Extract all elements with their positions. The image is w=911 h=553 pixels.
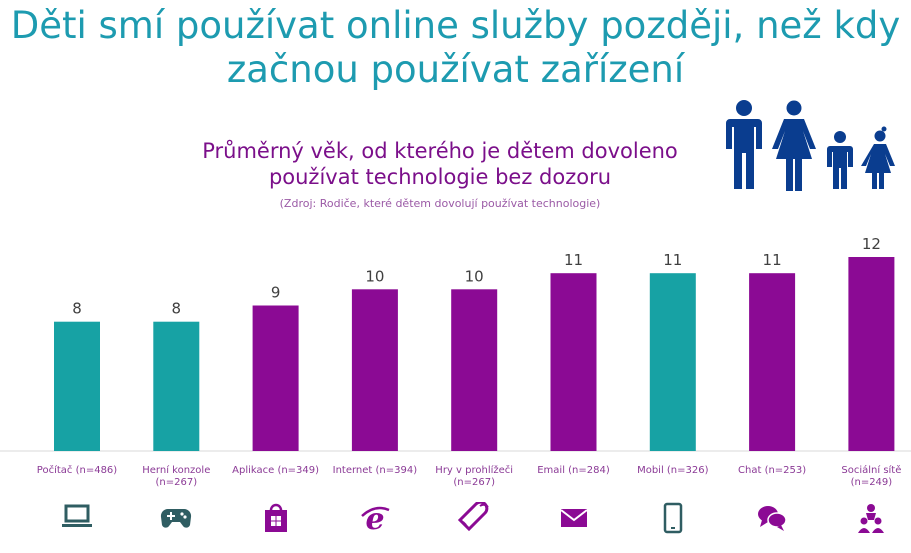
bar-9 bbox=[848, 257, 895, 451]
bar-5 bbox=[451, 289, 498, 451]
chart-title-line-2: používat technologie bez dozoru bbox=[268, 165, 612, 189]
svg-text:e: e bbox=[365, 502, 384, 534]
page-headline: Děti smí používat online služby později,… bbox=[0, 4, 911, 92]
headline-line-1: Děti smí používat online služby později,… bbox=[10, 4, 901, 47]
bar-value-label: 8 bbox=[172, 300, 182, 318]
internet-explorer-icon: e bbox=[361, 502, 390, 534]
bar-value-label: 11 bbox=[663, 251, 682, 269]
category-label: Mobil (n=326) bbox=[623, 465, 723, 477]
bar-2 bbox=[153, 321, 200, 451]
category-label-line: (n=249) bbox=[850, 477, 893, 488]
bar-value-label: 9 bbox=[271, 284, 281, 302]
category-label-line: Aplikace (n=349) bbox=[232, 465, 320, 476]
category-label: Chat (n=253) bbox=[722, 465, 822, 477]
category-label-line: (n=267) bbox=[453, 477, 495, 488]
mouse-icon bbox=[458, 502, 489, 532]
category-label: Herní konzole (n=267) bbox=[126, 465, 226, 489]
bar-value-label: 8 bbox=[72, 300, 82, 318]
category-label-line: Internet (n=394) bbox=[332, 465, 418, 476]
chart-source-note: (Zdroj: Rodiče, které dětem dovolují pou… bbox=[279, 197, 601, 210]
category-label: Sociální sítě (n=249) bbox=[821, 465, 911, 489]
category-label-line: Email (n=284) bbox=[537, 465, 610, 476]
category-label-line: Počítač (n=486) bbox=[36, 465, 118, 476]
bar-value-label: 10 bbox=[365, 267, 384, 285]
category-label-line: Sociální sítě bbox=[841, 465, 902, 476]
mail-icon bbox=[559, 509, 588, 527]
bar-7 bbox=[649, 273, 696, 451]
family-icon bbox=[726, 100, 895, 191]
category-label-line: Mobil (n=326) bbox=[637, 465, 709, 476]
bar-3 bbox=[252, 305, 299, 451]
category-label: Email (n=284) bbox=[524, 465, 624, 477]
bar-value-label: 10 bbox=[465, 267, 484, 285]
bar-value-label: 12 bbox=[862, 235, 881, 253]
chat-icon bbox=[758, 506, 787, 531]
chart-title: Průměrný věk, od kterého je dětem dovole… bbox=[180, 138, 700, 190]
bar-value-label: 11 bbox=[763, 251, 782, 269]
bar-1 bbox=[54, 321, 100, 451]
category-label-line: Hry v prohlížeči bbox=[435, 465, 514, 476]
bar-8 bbox=[749, 273, 796, 451]
category-label-line: Chat (n=253) bbox=[738, 465, 807, 476]
chart-title-line-1: Průměrný věk, od kterého je dětem dovole… bbox=[202, 139, 678, 163]
store-icon bbox=[264, 503, 287, 532]
bar-6 bbox=[550, 273, 597, 451]
category-label: Internet (n=394) bbox=[325, 465, 425, 477]
laptop-icon bbox=[62, 504, 92, 527]
category-label: Aplikace (n=349) bbox=[226, 465, 326, 477]
bar-value-label: 11 bbox=[564, 251, 583, 269]
category-label-line: (n=267) bbox=[155, 477, 198, 488]
social-network-icon bbox=[858, 504, 885, 533]
headline-line-2: začnou používat zařízení bbox=[226, 48, 685, 91]
category-label: Hry v prohlížeči (n=267) bbox=[424, 465, 524, 489]
mobile-phone-icon bbox=[663, 502, 683, 534]
category-label-line: Herní konzole bbox=[142, 465, 211, 476]
category-label: Počítač (n=486) bbox=[27, 465, 127, 477]
bar-4 bbox=[351, 289, 398, 451]
gamepad-icon bbox=[161, 508, 192, 528]
